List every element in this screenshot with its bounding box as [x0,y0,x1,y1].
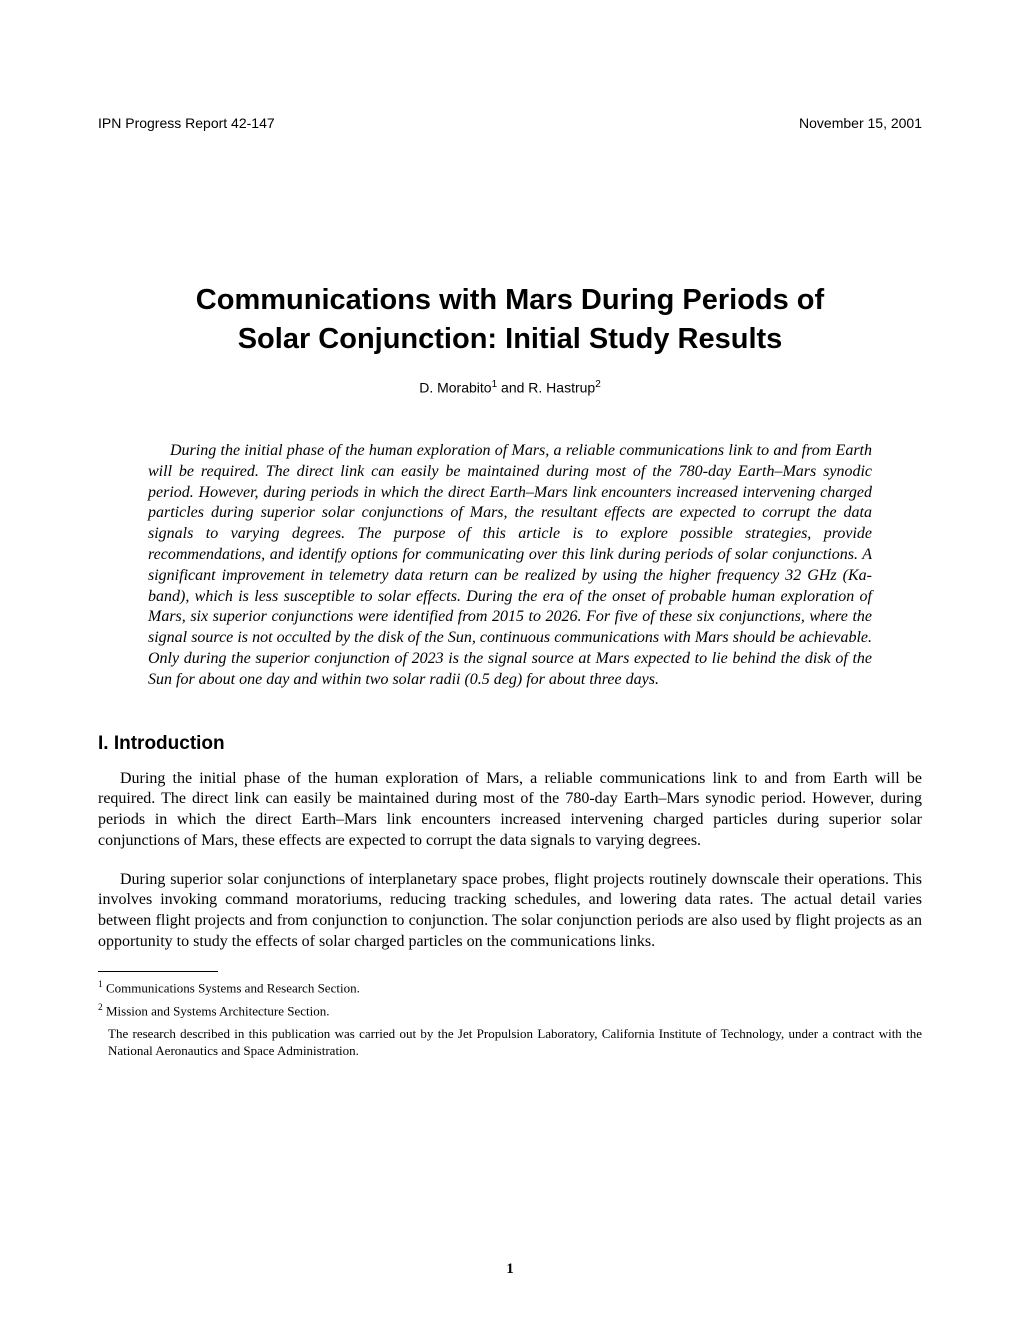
report-date: November 15, 2001 [799,115,922,131]
page-header: IPN Progress Report 42-147 November 15, … [98,115,922,131]
abstract: During the initial phase of the human ex… [148,441,872,691]
acknowledgment: The research described in this publicati… [98,1025,922,1060]
title-line-2: Solar Conjunction: Initial Study Results [238,323,783,355]
page-number: 1 [0,1261,1020,1278]
authors: D. Morabito1 and R. Hastrup2 [98,379,922,396]
paper-title: Communications with Mars During Periods … [98,281,922,359]
footnote-1-text: Communications Systems and Research Sect… [103,980,360,995]
section-1-para-1: During the initial phase of the human ex… [98,769,922,852]
author-conjunction: and [497,380,528,396]
footnote-2: 2 Mission and Systems Architecture Secti… [98,1002,922,1020]
report-id: IPN Progress Report 42-147 [98,115,275,131]
footnote-2-text: Mission and Systems Architecture Section… [103,1003,330,1018]
footnote-divider [98,971,218,972]
section-1-para-2: During superior solar conjunctions of in… [98,870,922,953]
author-2-name: R. Hastrup [528,380,595,396]
author-1-name: D. Morabito [419,380,491,396]
author-2-affil: 2 [595,379,601,390]
footnote-1: 1 Communications Systems and Research Se… [98,979,922,997]
section-1-heading: I. Introduction [98,733,922,755]
title-line-1: Communications with Mars During Periods … [196,284,824,316]
